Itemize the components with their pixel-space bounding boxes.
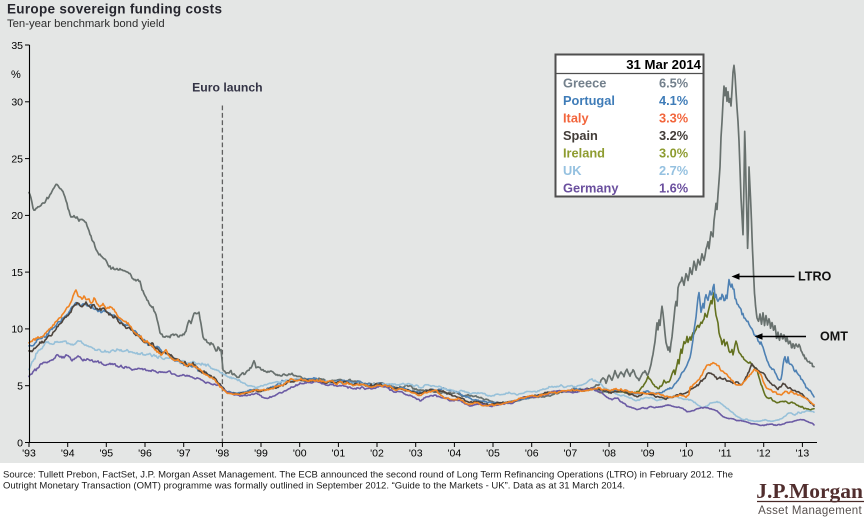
svg-text:Germany: Germany [563, 181, 619, 196]
svg-text:Asset Management: Asset Management [758, 505, 862, 517]
svg-text:'03: '03 [409, 448, 423, 460]
svg-text:LTRO: LTRO [798, 270, 832, 284]
svg-text:Spain: Spain [563, 128, 598, 143]
svg-text:20: 20 [11, 210, 23, 222]
svg-text:'09: '09 [641, 448, 655, 460]
svg-text:Greece: Greece [563, 75, 606, 90]
svg-text:'99: '99 [254, 448, 268, 460]
svg-text:Europe sovereign funding costs: Europe sovereign funding costs [7, 2, 222, 17]
svg-text:1.6%: 1.6% [659, 181, 689, 196]
svg-text:6.5%: 6.5% [659, 75, 689, 90]
svg-text:'02: '02 [370, 448, 384, 460]
svg-text:3.3%: 3.3% [659, 110, 689, 125]
svg-text:'05: '05 [486, 448, 500, 460]
svg-text:25: 25 [11, 153, 23, 165]
svg-text:'10: '10 [680, 448, 694, 460]
svg-text:5: 5 [17, 381, 23, 393]
svg-text:'01: '01 [332, 448, 346, 460]
svg-text:15: 15 [11, 267, 23, 279]
svg-text:'12: '12 [757, 448, 771, 460]
svg-text:UK: UK [563, 163, 582, 178]
svg-text:J.P.Morgan: J.P.Morgan [756, 479, 863, 503]
svg-text:35: 35 [11, 40, 23, 52]
svg-text:3.2%: 3.2% [659, 128, 689, 143]
svg-text:Ireland: Ireland [563, 146, 605, 161]
svg-text:%: % [11, 69, 21, 81]
svg-text:'08: '08 [602, 448, 616, 460]
svg-text:OMT: OMT [820, 330, 848, 344]
svg-text:'94: '94 [61, 448, 75, 460]
svg-text:'97: '97 [177, 448, 191, 460]
svg-text:'98: '98 [216, 448, 230, 460]
svg-text:10: 10 [11, 324, 23, 336]
svg-text:Outright Monetary Transaction: Outright Monetary Transaction (OMT) prog… [3, 481, 625, 492]
svg-text:'95: '95 [99, 448, 113, 460]
svg-text:'93: '93 [22, 448, 36, 460]
svg-text:'11: '11 [719, 448, 732, 460]
svg-text:31 Mar 2014: 31 Mar 2014 [626, 57, 701, 72]
svg-text:0: 0 [17, 437, 23, 449]
svg-text:'07: '07 [564, 448, 578, 460]
svg-text:Ten-year benchmark bond yield: Ten-year benchmark bond yield [7, 18, 165, 30]
svg-text:4.1%: 4.1% [659, 93, 689, 108]
svg-text:'13: '13 [796, 448, 810, 460]
svg-text:'04: '04 [448, 448, 462, 460]
svg-text:30: 30 [11, 97, 23, 109]
svg-text:Euro launch: Euro launch [192, 81, 262, 95]
svg-text:Portugal: Portugal [563, 93, 615, 108]
svg-text:3.0%: 3.0% [659, 146, 689, 161]
svg-text:Source: Tullett Prebon, FactSe: Source: Tullett Prebon, FactSet, J.P. Mo… [3, 470, 733, 481]
svg-text:'06: '06 [525, 448, 539, 460]
svg-text:'00: '00 [293, 448, 307, 460]
svg-text:Italy: Italy [563, 110, 589, 125]
svg-text:'96: '96 [138, 448, 152, 460]
svg-text:2.7%: 2.7% [659, 163, 689, 178]
